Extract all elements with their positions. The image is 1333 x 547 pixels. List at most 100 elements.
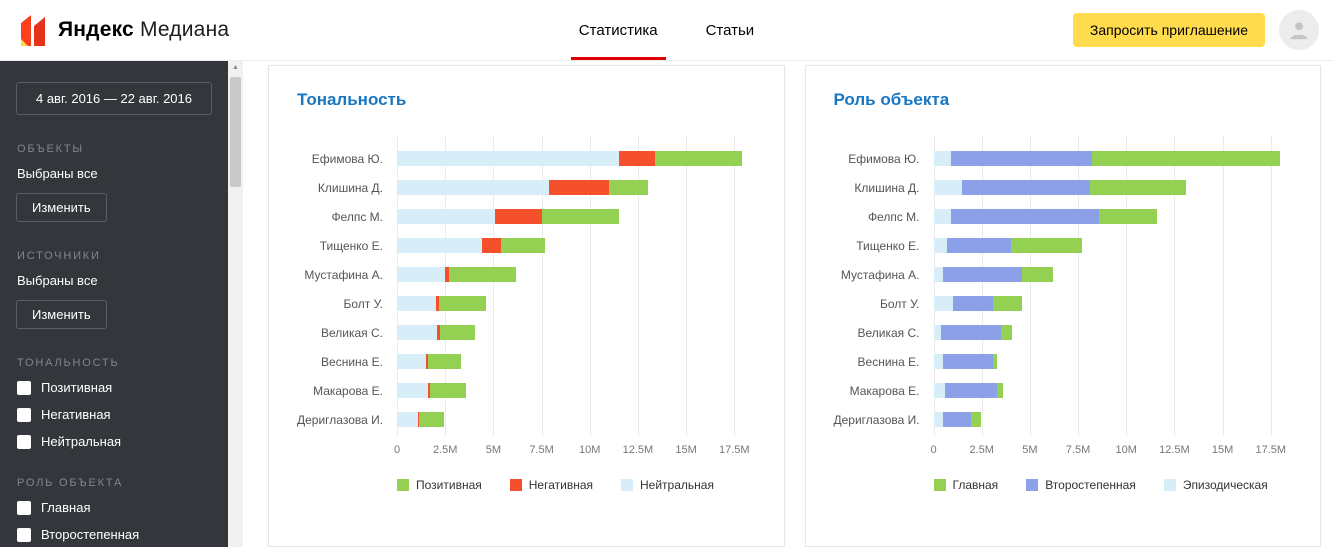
legend-item[interactable]: Негативная — [509, 478, 593, 492]
bar-track — [397, 238, 756, 253]
axis-tick-label: 10M — [1115, 444, 1137, 456]
gridline — [493, 136, 495, 436]
category-label: Великая С. — [857, 325, 920, 340]
checkbox-label: Позитивная — [41, 380, 113, 395]
checkbox-main-role[interactable]: Главная — [17, 500, 212, 515]
gridline — [637, 136, 639, 436]
bar-row: Клишина Д. — [297, 173, 756, 202]
axis-tick-label: 7.5M — [1065, 444, 1091, 456]
bar-segment — [933, 412, 944, 427]
bar-row: Клишина Д. — [834, 173, 1293, 202]
bar-row: Веснина Е. — [297, 347, 756, 376]
bar-segment — [945, 383, 998, 398]
bar-segment — [943, 354, 994, 369]
gridline — [1029, 136, 1031, 436]
legend-label: Второстепенная — [1045, 478, 1136, 492]
checkbox-neutral[interactable]: Нейтральная — [17, 434, 212, 449]
header: Яндекс Медиана Статистика Статьи Запроси… — [0, 0, 1333, 61]
bar-segment — [425, 354, 428, 369]
bar-segment — [962, 180, 1090, 195]
legend-swatch — [933, 479, 946, 491]
objects-change-button[interactable]: Изменить — [16, 193, 107, 222]
legend-item[interactable]: Нейтральная — [621, 478, 714, 492]
gridline — [686, 136, 688, 436]
bar-segment — [971, 412, 981, 427]
legend-item[interactable]: Главная — [933, 478, 998, 492]
bar-segment — [397, 180, 550, 195]
axis-tick-label: 12.5M — [1159, 444, 1190, 456]
nav-tab-statistics[interactable]: Статистика — [570, 0, 666, 60]
bar-segment — [993, 296, 1023, 311]
bar-track — [933, 267, 1293, 282]
bar-segment — [439, 296, 486, 311]
checkbox-box — [17, 380, 31, 395]
checkbox-secondary-role[interactable]: Второстепенная — [17, 527, 212, 542]
category-label: Макарова Е. — [313, 383, 383, 398]
chart-title: Тональность — [297, 90, 407, 109]
bar-segment — [440, 325, 476, 340]
bar-track — [397, 383, 756, 398]
bar-segment — [418, 412, 420, 427]
bar-track — [397, 180, 756, 195]
bar-row: Ефимова Ю. — [834, 144, 1293, 173]
bar-segment — [397, 267, 446, 282]
avatar[interactable] — [1279, 10, 1319, 50]
filter-sidebar: 4 авг. 2016 — 22 авг. 2016 ОБЪЕКТЫ Выбра… — [0, 60, 228, 547]
bar-segment — [397, 238, 482, 253]
axis-tick-label: 17.5M — [719, 444, 750, 456]
checkbox-box — [17, 434, 31, 449]
axis-tick-label: 7.5M — [529, 444, 554, 456]
bar-segment — [549, 180, 610, 195]
bar-track — [933, 412, 1293, 427]
category-label: Болт У. — [880, 296, 920, 311]
sources-change-button[interactable]: Изменить — [16, 300, 107, 329]
nav-tab-articles[interactable]: Статьи — [705, 21, 755, 39]
bar-segment — [952, 296, 994, 311]
chart-axis: 0 2.5M 5M 7.5M 10M 12.5M 15M 17.5M — [394, 444, 756, 464]
category-label: Болт У. — [343, 296, 383, 311]
legend-swatch — [1026, 479, 1039, 491]
bar-track — [933, 180, 1293, 195]
axis-tick-label: 15M — [1211, 444, 1234, 456]
bar-row: Болт У. — [297, 289, 756, 318]
legend-label: Нейтральная — [640, 478, 714, 492]
bar-segment — [397, 151, 619, 166]
category-label: Тищенко Е. — [319, 238, 383, 253]
bar-segment — [397, 296, 436, 311]
chart-rows: Ефимова Ю. Клишина Д. Фелпс М. Тищенко Е. Му… — [297, 136, 756, 436]
bar-segment — [933, 180, 963, 195]
bar-segment — [997, 383, 1003, 398]
logo-text-yandex: Яндекс — [58, 18, 134, 41]
gridline — [445, 136, 447, 436]
legend-item[interactable]: Позитивная — [397, 478, 482, 492]
bar-row: Фелпс М. — [297, 202, 756, 231]
gridline — [1078, 136, 1080, 436]
scrollbar-up-arrow[interactable]: ▲ — [232, 64, 239, 71]
bar-segment — [609, 180, 648, 195]
category-label: Фелпс М. — [867, 209, 920, 224]
bar-segment — [943, 412, 972, 427]
bar-row: Мустафина А. — [834, 260, 1293, 289]
bar-track — [933, 354, 1293, 369]
category-label: Клишина Д. — [854, 180, 920, 195]
bar-row: Болт У. — [834, 289, 1293, 318]
legend-item[interactable]: Второстепенная — [1026, 478, 1136, 492]
axis-tick-label: 2.5M — [432, 444, 458, 456]
checkbox-positive[interactable]: Позитивная — [17, 380, 212, 395]
chart-card-tonality: Тональность Ефимова Ю. Клишина Д. Фелпс М.… — [268, 65, 785, 547]
legend-swatch — [1163, 479, 1176, 491]
request-invite-button[interactable]: Запросить приглашение — [1072, 13, 1265, 47]
gridlines — [397, 136, 756, 436]
category-label: Дериглазова И. — [833, 412, 920, 427]
legend-item[interactable]: Эпизодическая — [1163, 478, 1268, 492]
bar-segment — [445, 267, 450, 282]
category-label: Дериглазова И. — [297, 412, 384, 427]
logo[interactable]: Яндекс Медиана — [0, 12, 240, 48]
bar-segment — [397, 412, 419, 427]
axis-tick-label: 10M — [579, 444, 601, 456]
checkbox-negative[interactable]: Негативная — [17, 407, 212, 422]
category-label: Клишина Д. — [317, 180, 383, 195]
header-right: Запросить приглашение — [1072, 10, 1333, 50]
scrollbar-thumb[interactable] — [230, 77, 241, 187]
date-range-button[interactable]: 4 авг. 2016 — 22 авг. 2016 — [16, 82, 212, 115]
